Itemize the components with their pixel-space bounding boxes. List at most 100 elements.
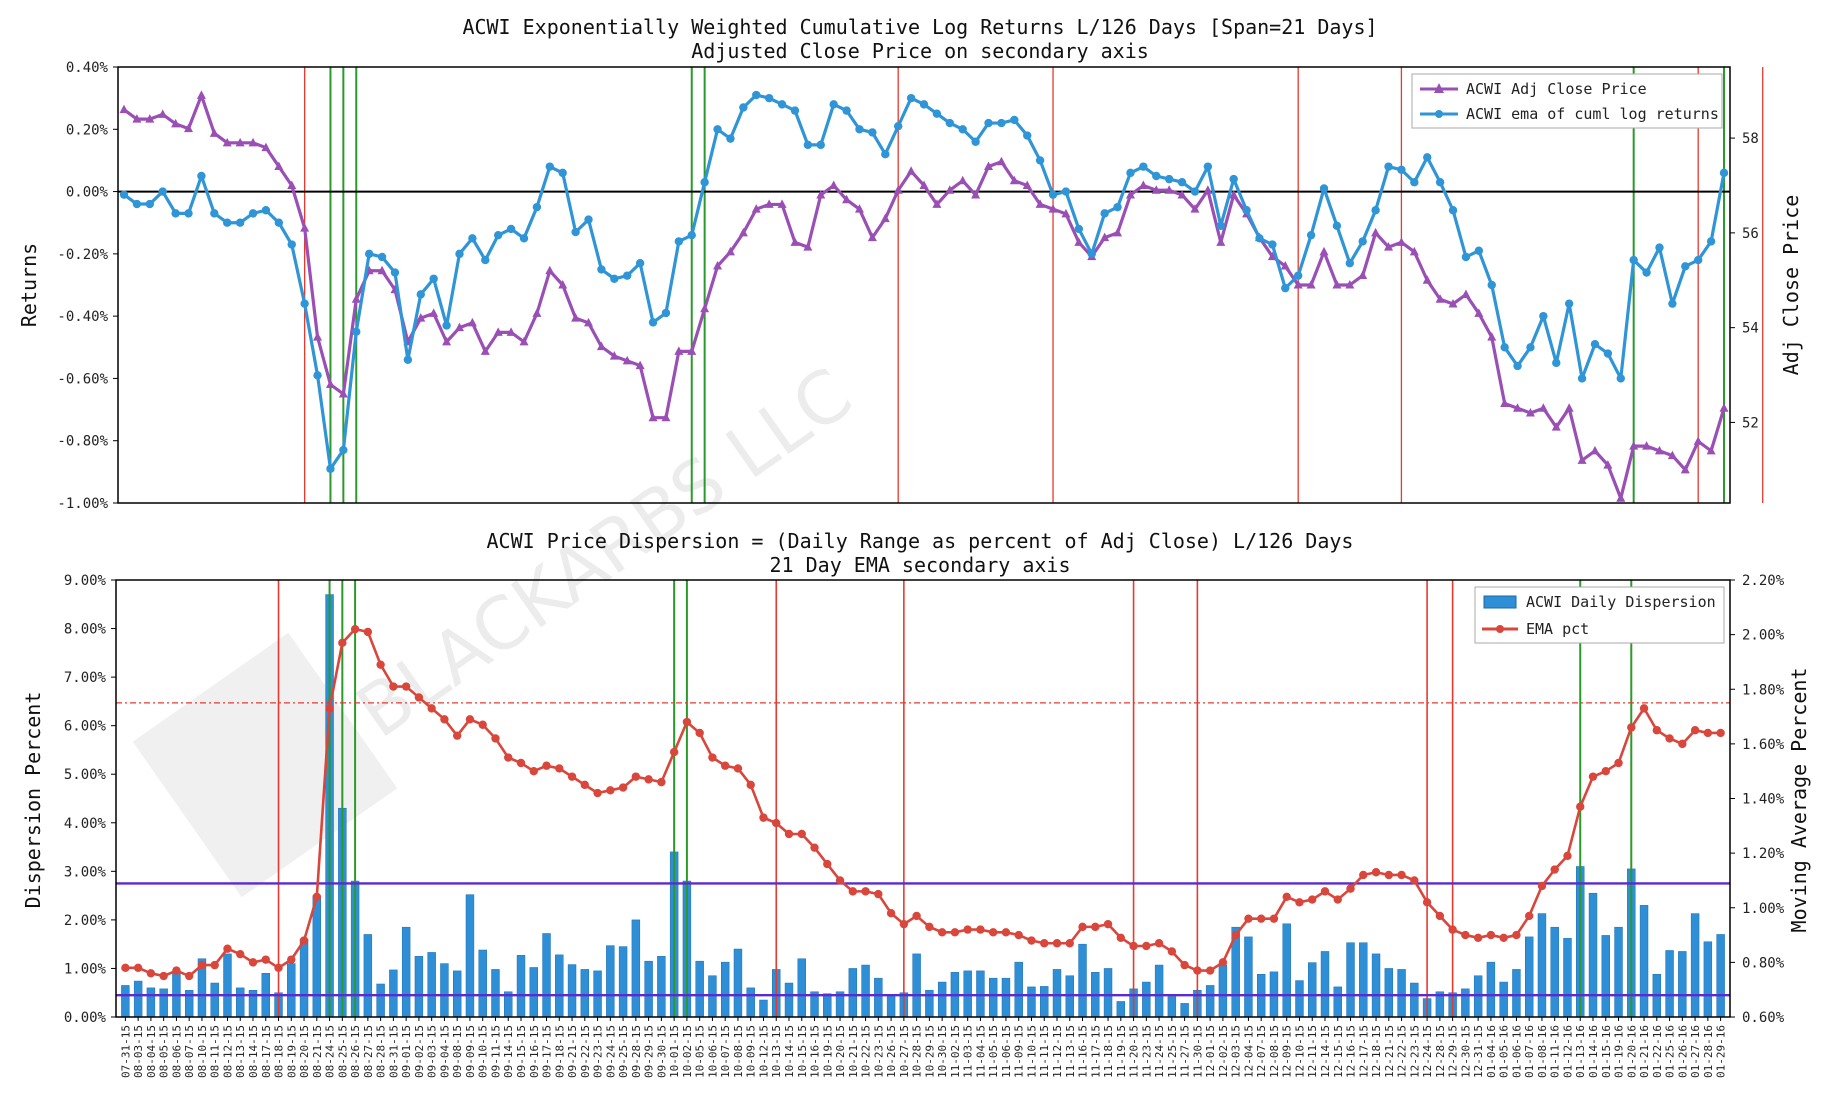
dispersion-bar <box>976 970 985 1018</box>
dispersion-chart-title: ACWI Price Dispersion = (Daily Range as … <box>487 529 1354 553</box>
price-point <box>622 355 632 365</box>
dispersion-bar <box>1690 913 1700 1018</box>
x-tick-label: 09-08-15 <box>451 1025 464 1078</box>
price-point <box>790 237 800 246</box>
price-point <box>261 142 271 152</box>
dispersion-bar <box>580 969 590 1018</box>
ema-returns-point <box>1461 252 1471 262</box>
ema-returns-point <box>558 168 567 178</box>
dispersion-bar <box>1512 969 1521 1018</box>
price-point <box>1035 199 1045 208</box>
legend-dispersion-swatch <box>1483 595 1517 609</box>
ema-returns-point <box>1306 230 1316 240</box>
ema-pct-point <box>1512 930 1521 940</box>
ema-returns-point <box>1371 206 1380 215</box>
ema-returns-point <box>945 118 955 128</box>
x-tick-label: 11-17-15 <box>1089 1025 1102 1078</box>
x-tick-label: 11-02-15 <box>949 1025 962 1078</box>
ema-returns-point <box>1397 165 1406 174</box>
ema-pct-point <box>1524 911 1534 921</box>
price-point <box>209 128 219 137</box>
ema-pct-point <box>172 966 181 975</box>
x-tick-label: 08-24-15 <box>324 1025 337 1078</box>
ema-pct-point <box>299 936 309 945</box>
ema-returns-point <box>855 125 864 134</box>
price-point <box>816 189 826 199</box>
ema-returns-point <box>1384 162 1393 171</box>
dispersion-bar <box>720 961 730 1018</box>
ema-returns-point <box>571 227 580 237</box>
x-tick-label: 09-15-15 <box>515 1025 528 1078</box>
price-point <box>300 223 310 232</box>
x-tick-label: 12-10-15 <box>1293 1025 1306 1078</box>
price-point <box>1048 204 1058 213</box>
y-tick-label: 0.00% <box>64 1010 107 1026</box>
ema-y-label: Moving Average Percent <box>1787 668 1811 933</box>
x-tick-label: 09-24-15 <box>604 1025 617 1078</box>
ema-pct-point <box>1320 887 1330 896</box>
x-tick-label: 09-16-15 <box>528 1025 541 1078</box>
ema-pct-point <box>1040 939 1049 948</box>
ema-returns-point <box>416 290 425 299</box>
dispersion-bar <box>1308 962 1317 1018</box>
dispersion-bar <box>848 968 858 1018</box>
price-point <box>738 227 748 237</box>
ema-pct-point <box>1180 960 1189 970</box>
price-point <box>1654 445 1664 455</box>
x-tick-label: 12-22-15 <box>1396 1025 1409 1078</box>
price-point <box>584 317 594 327</box>
dispersion-bar <box>1040 986 1049 1018</box>
dispersion-bar <box>1027 986 1036 1018</box>
ema-returns-point <box>919 100 929 109</box>
x-tick-label: 12-01-15 <box>1204 1025 1217 1078</box>
price-point <box>1100 232 1110 242</box>
ema-returns-point <box>300 299 309 308</box>
ema-returns-point <box>790 106 800 115</box>
ema-returns-point <box>739 103 748 112</box>
watermark-logo <box>132 632 398 898</box>
ema-pct-point <box>312 892 322 902</box>
price-point <box>493 327 503 336</box>
x-tick-label: 11-11-15 <box>1038 1025 1051 1078</box>
ema-pct-point <box>287 955 296 964</box>
ema-returns-point <box>868 128 877 137</box>
ema-returns-point <box>1719 168 1729 178</box>
ema-pct-point <box>1588 772 1598 781</box>
price-point <box>532 308 542 317</box>
dispersion-bar <box>567 964 577 1018</box>
dispersion-bar <box>1001 977 1011 1018</box>
ema-pct-point <box>1091 922 1100 932</box>
y-tick-label: -0.80% <box>57 434 108 450</box>
price-point <box>932 199 942 208</box>
x-tick-label: 12-17-15 <box>1357 1025 1370 1078</box>
ema-returns-point <box>1190 187 1200 196</box>
dispersion-bar <box>1014 961 1023 1018</box>
ema-pct-point <box>1461 930 1470 940</box>
dispersion-bar <box>708 975 717 1018</box>
dispersion-bar <box>1359 942 1368 1018</box>
x-tick-label: 01-07-16 <box>1523 1025 1536 1078</box>
ema-returns-point <box>1500 343 1509 352</box>
y2-tick-label: 0.80% <box>1742 955 1785 971</box>
x-tick-label: 10-06-15 <box>706 1025 719 1078</box>
ema-pct-point <box>1103 919 1113 929</box>
x-tick-label: 01-26-16 <box>1676 1025 1689 1078</box>
y2-tick-label: 1.60% <box>1742 737 1785 753</box>
price-point <box>1667 450 1677 460</box>
ema-pct-point <box>1384 870 1394 880</box>
ema-returns-point <box>158 187 167 196</box>
x-tick-label: 01-21-16 <box>1638 1025 1651 1078</box>
dispersion-bar <box>1346 942 1355 1018</box>
legend-emapct-label: EMA pct <box>1526 620 1589 638</box>
price-point <box>1396 237 1406 246</box>
price-point <box>1009 175 1019 185</box>
ema-pct-point <box>695 728 704 738</box>
ema-returns-point <box>661 308 671 318</box>
price-point <box>751 204 761 213</box>
x-tick-label: 12-23-15 <box>1408 1025 1421 1078</box>
ema-returns-point <box>829 100 838 109</box>
price-point <box>1164 185 1174 194</box>
price-point <box>571 313 581 322</box>
price-point <box>725 246 735 256</box>
dispersion-bar <box>1103 968 1113 1018</box>
